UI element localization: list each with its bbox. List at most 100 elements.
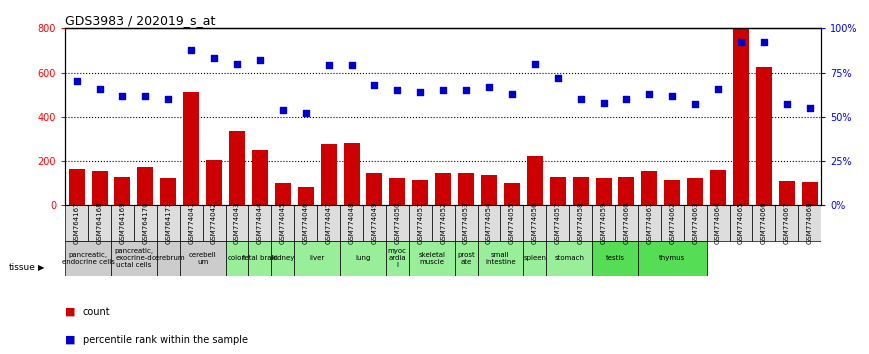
Point	[757, 40, 771, 45]
Point	[162, 96, 176, 102]
Bar	[432, 205, 454, 241]
Bar	[412, 180, 428, 205]
Text: GSM774055: GSM774055	[509, 202, 515, 244]
Text: skeletal
muscle: skeletal muscle	[418, 252, 445, 265]
Text: stomach: stomach	[554, 256, 584, 261]
Point	[734, 40, 748, 45]
Point	[666, 93, 680, 98]
Bar	[340, 205, 363, 241]
Bar	[802, 182, 818, 205]
Bar	[229, 131, 245, 205]
Point	[207, 56, 221, 61]
Bar	[523, 205, 547, 241]
Point	[184, 47, 198, 52]
Bar	[389, 178, 405, 205]
Bar	[435, 173, 451, 205]
Point	[436, 87, 450, 93]
Text: GSM774057: GSM774057	[554, 202, 561, 244]
Bar	[65, 205, 88, 241]
Text: pancreatic,
exocrine-d
uctal cells: pancreatic, exocrine-d uctal cells	[115, 249, 154, 268]
Point	[597, 100, 611, 105]
Bar	[249, 241, 271, 276]
Point	[322, 63, 335, 68]
Bar	[317, 205, 340, 241]
Bar	[386, 241, 408, 276]
Bar	[408, 205, 432, 241]
Point	[299, 110, 313, 116]
Text: count: count	[83, 307, 110, 316]
Point	[414, 89, 428, 95]
Bar	[756, 67, 772, 205]
Text: myoc
ardia
l: myoc ardia l	[388, 249, 407, 268]
Bar	[638, 241, 706, 276]
Bar	[271, 205, 295, 241]
Text: ■: ■	[65, 307, 76, 316]
Bar	[206, 160, 222, 205]
Text: GSM774064: GSM774064	[715, 202, 721, 244]
Bar	[69, 169, 84, 205]
Bar	[454, 205, 478, 241]
Text: GSM774047: GSM774047	[326, 202, 332, 244]
Point	[390, 87, 404, 93]
Bar	[615, 205, 638, 241]
Bar	[295, 205, 317, 241]
Bar	[573, 177, 588, 205]
Bar	[684, 205, 706, 241]
Point	[803, 105, 817, 111]
Text: GSM774065: GSM774065	[738, 202, 744, 244]
Text: GSM774053: GSM774053	[463, 202, 469, 244]
Bar	[249, 205, 271, 241]
Text: GSM774044: GSM774044	[257, 202, 263, 244]
Bar	[478, 241, 523, 276]
Text: tissue: tissue	[9, 263, 36, 272]
Text: GSM774067: GSM774067	[784, 202, 790, 244]
Bar	[527, 155, 543, 205]
Bar	[226, 241, 249, 276]
Point	[253, 57, 267, 63]
Point	[711, 86, 725, 91]
Bar	[458, 173, 474, 205]
Bar	[664, 180, 680, 205]
Bar	[88, 205, 111, 241]
Bar	[134, 205, 156, 241]
Text: GSM774059: GSM774059	[600, 202, 607, 244]
Text: GSM774046: GSM774046	[302, 202, 308, 244]
Bar	[687, 178, 703, 205]
Bar	[504, 183, 520, 205]
Text: GSM774054: GSM774054	[486, 202, 492, 244]
Bar	[180, 205, 202, 241]
Text: kidney: kidney	[271, 256, 295, 261]
Text: liver: liver	[309, 256, 325, 261]
Point	[688, 102, 702, 107]
Text: GSM774066: GSM774066	[761, 202, 767, 244]
Text: percentile rank within the sample: percentile rank within the sample	[83, 335, 248, 345]
Bar	[619, 177, 634, 205]
Bar	[706, 205, 730, 241]
Text: GSM774045: GSM774045	[280, 202, 286, 244]
Bar	[321, 144, 336, 205]
Bar	[547, 241, 592, 276]
Bar	[340, 241, 386, 276]
Bar	[775, 205, 799, 241]
Bar	[183, 92, 199, 205]
Bar	[550, 177, 566, 205]
Point	[779, 102, 793, 107]
Point	[505, 91, 519, 97]
Bar	[478, 205, 501, 241]
Text: ▶: ▶	[38, 263, 44, 272]
Point	[459, 87, 473, 93]
Bar	[779, 181, 795, 205]
Bar	[343, 143, 360, 205]
Bar	[660, 205, 684, 241]
Bar	[115, 177, 130, 205]
Bar	[202, 205, 226, 241]
Bar	[408, 241, 454, 276]
Bar	[180, 241, 226, 276]
Bar	[799, 205, 821, 241]
Text: GSM764168: GSM764168	[96, 202, 103, 244]
Text: cerebrum: cerebrum	[151, 256, 185, 261]
Bar	[65, 241, 111, 276]
Text: GSM774052: GSM774052	[441, 202, 446, 244]
Bar	[367, 173, 382, 205]
Point	[70, 79, 83, 84]
